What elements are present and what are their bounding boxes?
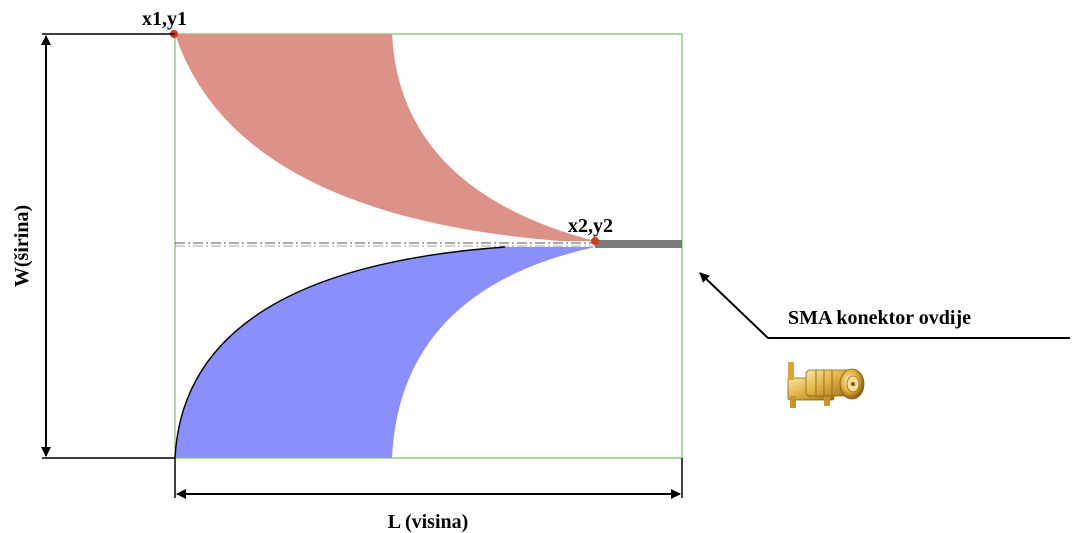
lower-patch-edge bbox=[174, 246, 506, 459]
upper-patch bbox=[175, 34, 595, 241]
end-point-label: x2,y2 bbox=[568, 215, 613, 237]
connector-note-label: SMA konektor ovdije bbox=[788, 307, 971, 329]
connector-callout-line bbox=[699, 272, 1070, 339]
lower-patch bbox=[175, 247, 595, 458]
length-dimension-label: L (visina) bbox=[388, 511, 469, 533]
width-dimension-label: W(širina) bbox=[11, 205, 33, 287]
feed-line bbox=[595, 240, 682, 248]
start-point-label: x1,y1 bbox=[142, 8, 187, 30]
end-point-marker bbox=[591, 237, 599, 245]
sma-connector-icon bbox=[787, 362, 865, 408]
